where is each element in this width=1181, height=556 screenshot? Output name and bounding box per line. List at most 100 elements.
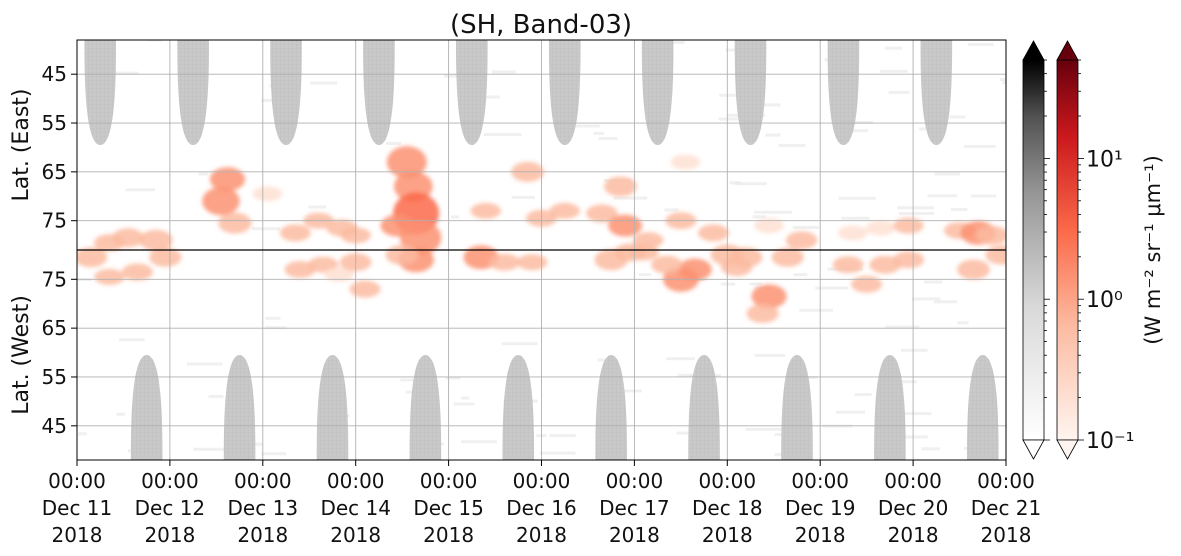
faint-background-cell bbox=[1002, 81, 1006, 84]
x-tick-label: 00:00 Dec 19 2018 bbox=[785, 469, 856, 547]
y-axis-label-east: Lat. (East) bbox=[9, 89, 34, 202]
colorbar-label: (W m⁻² sr⁻¹ μm⁻¹) bbox=[1141, 155, 1165, 345]
x-tick-label-line: 00:00 bbox=[791, 469, 849, 493]
colorbar-tick-label: 10⁻¹ bbox=[1086, 429, 1134, 454]
x-tick-label-line: 00:00 bbox=[420, 469, 478, 493]
faint-background-cell bbox=[999, 78, 1006, 82]
faint-background-cell bbox=[549, 434, 576, 438]
faint-background-cell bbox=[198, 172, 208, 176]
emission-blob bbox=[751, 284, 787, 309]
faint-background-cell bbox=[792, 225, 819, 229]
faint-background-cell bbox=[511, 195, 535, 199]
emission-blob bbox=[549, 202, 580, 219]
faint-background-cell bbox=[752, 215, 767, 219]
faint-background-cell bbox=[815, 286, 848, 290]
colorbar-greys-extend-min bbox=[1022, 439, 1045, 460]
y-tick-label-east: 75 bbox=[42, 209, 67, 233]
faint-background-cell bbox=[896, 412, 932, 416]
daylight-lobe-east bbox=[920, 40, 953, 145]
emission-blob bbox=[729, 247, 763, 268]
colorbar-tick-label: 10⁰ bbox=[1086, 288, 1123, 313]
emission-blob bbox=[488, 253, 520, 271]
emission-blob bbox=[746, 304, 779, 323]
faint-background-cell bbox=[622, 389, 642, 393]
faint-background-cell bbox=[475, 95, 500, 99]
x-tick-label-line: Dec 20 bbox=[878, 496, 949, 520]
x-tick-label-line: Dec 11 bbox=[42, 496, 113, 520]
emission-blob bbox=[470, 202, 501, 219]
faint-background-cell bbox=[107, 71, 139, 75]
faint-background-cell bbox=[835, 410, 865, 414]
emission-blob bbox=[77, 247, 108, 268]
faint-background-cell bbox=[251, 227, 281, 231]
emission-blob bbox=[139, 229, 173, 251]
emission-blob bbox=[677, 258, 712, 281]
faint-background-cell bbox=[854, 393, 872, 397]
faint-background-cell bbox=[1000, 120, 1006, 124]
emission-blob bbox=[112, 228, 145, 248]
faint-background-cell bbox=[749, 282, 762, 286]
emission-blob bbox=[121, 263, 153, 281]
faint-background-cell bbox=[949, 115, 966, 119]
x-tick-label: 00:00 Dec 18 2018 bbox=[692, 469, 763, 547]
emission-blob bbox=[628, 244, 659, 261]
faint-background-cell bbox=[539, 451, 576, 455]
daylight-lobe-west bbox=[781, 355, 813, 460]
emission-blob bbox=[608, 214, 643, 237]
daylight-lobe-east bbox=[363, 40, 395, 145]
emission-blob bbox=[697, 224, 729, 242]
faint-background-cell bbox=[677, 373, 698, 377]
faint-background-cell bbox=[261, 452, 286, 456]
faint-background-cell bbox=[838, 196, 876, 200]
faint-background-cell bbox=[964, 145, 996, 148]
faint-background-cell bbox=[492, 70, 516, 74]
emission-blob bbox=[865, 220, 896, 236]
faint-background-cell bbox=[967, 42, 994, 46]
faint-background-cell bbox=[639, 273, 652, 277]
x-tick-label-line: 00:00 bbox=[977, 469, 1035, 493]
x-tick-label-line: 00:00 bbox=[234, 469, 292, 493]
x-tick-label-line: Dec 15 bbox=[413, 496, 484, 520]
emission-blob bbox=[893, 217, 924, 234]
faint-background-cell bbox=[193, 447, 227, 451]
x-tick-label: 00:00 Dec 15 2018 bbox=[413, 469, 484, 547]
daylight-lobe-west bbox=[223, 355, 256, 460]
faint-background-cell bbox=[901, 348, 928, 352]
emission-blob bbox=[785, 231, 818, 250]
faint-background-cell bbox=[754, 210, 792, 214]
emission-blob bbox=[976, 225, 1006, 245]
x-tick-label: 00:00 Dec 14 2018 bbox=[320, 469, 391, 547]
emission-blob bbox=[837, 225, 868, 241]
x-tick-label-line: 2018 bbox=[144, 523, 195, 547]
y-axis-label-west: Lat. (West) bbox=[9, 295, 34, 415]
x-tick-label: 00:00 Dec 16 2018 bbox=[506, 469, 577, 547]
faint-background-cell bbox=[799, 308, 833, 312]
faint-background-cell bbox=[450, 215, 460, 219]
faint-background-cell bbox=[308, 205, 326, 209]
colorbar-greys-extend-max bbox=[1022, 40, 1045, 61]
faint-background-cell bbox=[574, 124, 600, 128]
chart-title: (SH, Band-03) bbox=[450, 10, 632, 40]
y-tick-label-east: 45 bbox=[42, 62, 67, 86]
emission-blob bbox=[349, 280, 381, 298]
emission-blob bbox=[517, 254, 548, 271]
faint-background-cell bbox=[927, 194, 957, 198]
y-tick-label-west: 75 bbox=[42, 267, 67, 291]
faint-background-cell bbox=[718, 117, 747, 121]
faint-background-cell bbox=[793, 273, 808, 277]
faint-background-cell bbox=[896, 380, 917, 384]
emission-blob bbox=[385, 244, 419, 265]
x-tick-label-line: Dec 19 bbox=[785, 496, 856, 520]
faint-background-cell bbox=[841, 216, 870, 220]
faint-background-cell bbox=[310, 81, 337, 85]
y-tick-label-west: 65 bbox=[42, 316, 67, 340]
emission-blob bbox=[586, 204, 618, 223]
x-tick-label-line: Dec 18 bbox=[692, 496, 763, 520]
daylight-lobe-west bbox=[502, 355, 535, 460]
daylight-lobe-west bbox=[688, 355, 720, 460]
x-tick-label-line: 2018 bbox=[330, 523, 381, 547]
x-tick-label-line: 2018 bbox=[795, 523, 846, 547]
emission-blob bbox=[279, 224, 311, 242]
faint-background-cell bbox=[265, 316, 281, 320]
faint-background-cell bbox=[729, 181, 741, 185]
